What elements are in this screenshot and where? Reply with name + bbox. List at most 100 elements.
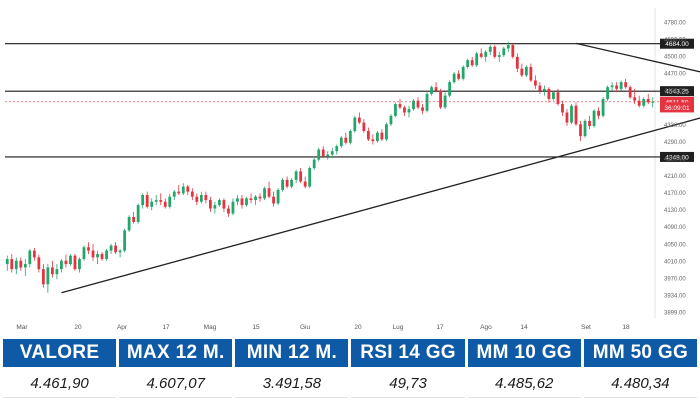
candle-body xyxy=(272,196,275,204)
x-tick-label: 20 xyxy=(354,324,362,331)
candle-body xyxy=(457,73,461,79)
stats-value-row: 4.461,90 4.607,07 3.491,58 49,73 4.485,6… xyxy=(3,369,697,398)
stat-header-mm-50gg: MM 50 GG xyxy=(583,339,697,367)
candle-body xyxy=(628,87,632,98)
x-axis: Mar 20 Apr 17 Mag 15 Giu 20 Lug 17 Ago 14 Set 18 xyxy=(16,324,630,331)
candle-body xyxy=(330,151,334,155)
candles xyxy=(5,41,655,293)
candle-body xyxy=(204,195,208,201)
x-tick-label: Mag xyxy=(204,324,217,331)
y-tick-label: 3899.00 xyxy=(664,311,686,317)
candle-body xyxy=(412,100,415,110)
candle-body xyxy=(177,191,181,194)
price-label: 36:09:01 xyxy=(664,105,690,112)
candle-body xyxy=(258,196,262,199)
candle-body xyxy=(168,196,172,207)
candle-body xyxy=(515,56,519,69)
candle-body xyxy=(403,107,406,113)
support-resistance-levels: 4684.00 4543.25 4348.00 xyxy=(5,38,694,162)
candle-body xyxy=(637,100,641,106)
candle-body xyxy=(317,149,321,160)
y-tick-label: 4500.00 xyxy=(664,55,686,61)
candle-body xyxy=(321,149,325,157)
level-label-box xyxy=(660,151,694,162)
candle-body xyxy=(493,46,497,57)
y-tick-label: 3934.00 xyxy=(664,293,686,299)
stat-header-max-12m: MAX 12 M. xyxy=(119,339,233,367)
candle-body xyxy=(362,122,366,131)
y-tick-label: 4330.00 xyxy=(664,123,686,129)
candle-body xyxy=(73,255,77,270)
x-tick-label: Ago xyxy=(480,324,492,331)
candle-body xyxy=(141,195,145,206)
candle-body xyxy=(227,208,230,214)
level-label: 4348.00 xyxy=(665,154,689,161)
stat-value-mm-10gg: 4.485,62 xyxy=(467,369,581,398)
candle-body xyxy=(114,245,117,253)
stat-value-valore: 4.461,90 xyxy=(3,369,117,398)
x-tick-label: 18 xyxy=(622,324,630,331)
candle-body xyxy=(109,245,113,251)
candle-body xyxy=(624,82,628,88)
candle-body xyxy=(132,216,136,222)
candle-body xyxy=(556,92,560,105)
candle-body xyxy=(651,101,655,103)
candle-body xyxy=(543,88,546,91)
x-tick-label: Lug xyxy=(393,324,404,331)
candle-body xyxy=(190,191,194,197)
candle-body xyxy=(443,95,447,108)
stat-value-min-12m: 3.491,58 xyxy=(235,369,349,398)
y-tick-label: 4050.00 xyxy=(664,242,686,248)
stat-header-rsi-14gg: RSI 14 GG xyxy=(351,339,465,367)
candle-body xyxy=(511,45,515,57)
candle-body xyxy=(5,259,9,265)
candle-body xyxy=(389,115,393,125)
candle-body xyxy=(118,250,122,253)
candle-body xyxy=(448,82,452,96)
candle-body xyxy=(263,188,266,199)
candle-body xyxy=(281,179,285,190)
candle-body xyxy=(285,179,289,187)
candle-body xyxy=(14,260,18,270)
y-tick-label: 4470.00 xyxy=(664,72,686,78)
x-tick-label: 14 xyxy=(520,324,528,331)
stat-header-min-12m: MIN 12 M. xyxy=(235,339,349,367)
candle-body xyxy=(357,117,361,123)
candle-body xyxy=(506,45,510,49)
candle-body xyxy=(218,200,221,206)
candle-body xyxy=(348,130,352,143)
candle-body xyxy=(434,87,438,91)
candle-body xyxy=(236,198,239,202)
candle-body xyxy=(592,110,596,126)
candle-body xyxy=(19,260,23,268)
y-tick-label: 4420.00 xyxy=(664,89,686,95)
candle-body xyxy=(430,87,433,94)
candle-body xyxy=(195,196,199,202)
candle-body xyxy=(583,120,587,137)
y-tick-label: 4090.00 xyxy=(664,225,686,231)
stat-header-valore: VALORE xyxy=(3,339,117,367)
candle-body xyxy=(380,132,384,140)
candle-body xyxy=(150,201,154,207)
level-label-box xyxy=(660,38,694,49)
candle-body xyxy=(96,253,99,258)
stat-value-rsi-14gg: 49,73 xyxy=(351,369,465,398)
candle-body xyxy=(23,264,27,268)
price-labels: 4511.5036:09:01 xyxy=(5,96,694,113)
y-tick-label: 4170.00 xyxy=(664,191,686,197)
stats-table: VALORE MAX 12 M. MIN 12 M. RSI 14 GG MM … xyxy=(0,337,700,400)
trendlines xyxy=(61,42,700,294)
candle-body xyxy=(267,188,271,197)
candle-body xyxy=(127,216,131,231)
candle-body xyxy=(82,247,86,260)
candle-body xyxy=(579,124,582,137)
stat-value-max-12m: 4.607,07 xyxy=(119,369,233,398)
candle-body xyxy=(610,85,614,88)
y-tick-label: 4290.00 xyxy=(664,140,686,146)
candle-body xyxy=(163,201,167,207)
candle-body xyxy=(601,98,605,116)
candle-body xyxy=(41,269,45,285)
candle-body xyxy=(385,124,388,140)
candle-body xyxy=(353,117,357,131)
